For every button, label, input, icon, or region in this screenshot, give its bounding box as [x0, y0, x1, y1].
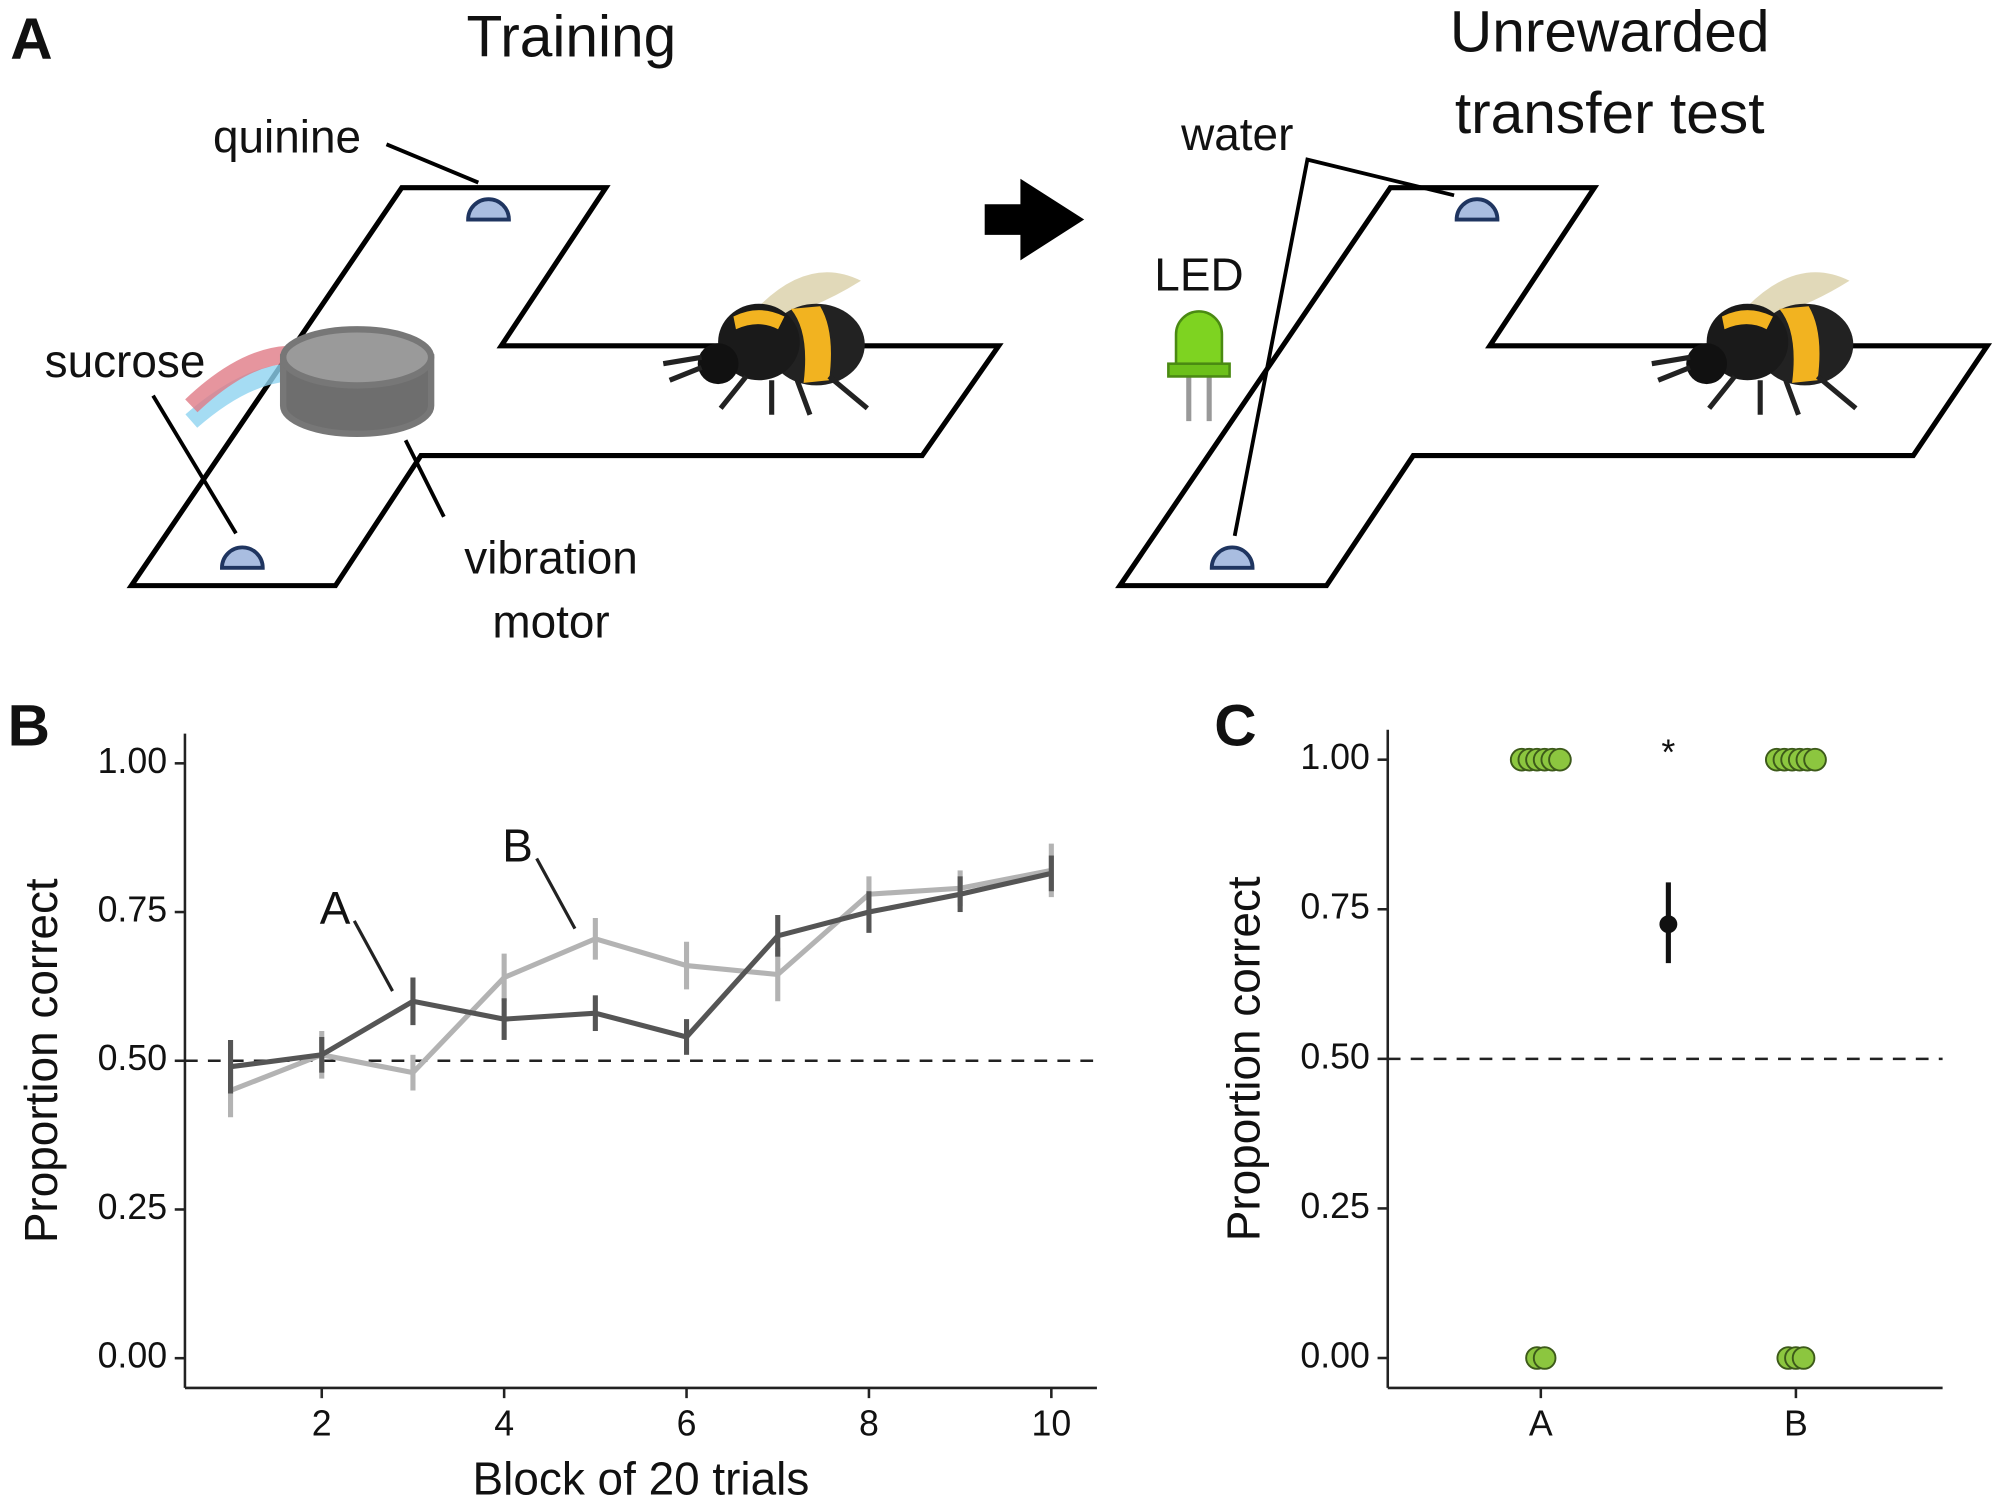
tube [185, 345, 288, 413]
panel-label: A [10, 7, 52, 72]
y-axis-label: Proportion correct [15, 878, 67, 1243]
y-tick-label: 1.00 [1300, 737, 1370, 777]
y-tick-label: 0.75 [98, 889, 168, 929]
series-label: A [320, 882, 351, 934]
series-line [229, 867, 1052, 1093]
series-label: B [502, 820, 533, 872]
data-point [1803, 747, 1827, 772]
training-title: Training [467, 4, 677, 69]
data-point [1532, 1346, 1557, 1370]
tube [185, 363, 289, 428]
panel-label: C [1214, 693, 1256, 758]
y-tick-label: 0.50 [1300, 1036, 1370, 1076]
label: sucrose [45, 335, 206, 387]
data-point [1791, 1346, 1816, 1370]
pointer [151, 394, 238, 535]
label: motor [492, 595, 609, 647]
y-tick-label: 1.00 [98, 741, 168, 781]
x-tick-label: 4 [494, 1404, 514, 1444]
x-tick-label: 10 [1031, 1404, 1071, 1444]
y-tick-label: 0.50 [98, 1038, 168, 1078]
bee [662, 272, 1858, 416]
x-tick-label: A [1529, 1404, 1553, 1444]
x-tick-label: 2 [312, 1404, 332, 1444]
x-tick-label: 8 [859, 1404, 879, 1444]
data-point [1548, 747, 1572, 772]
vibration-motor [279, 326, 435, 438]
feeders [220, 197, 1500, 570]
y-tick-label: 0.25 [98, 1187, 168, 1227]
leader-line [352, 920, 394, 992]
mean-point [1659, 915, 1678, 934]
x-tick-label: 6 [677, 1404, 697, 1444]
test-title: Unrewarded [1450, 0, 1770, 64]
x-axis-label: Block of 20 trials [473, 1452, 810, 1504]
leader-line [535, 857, 577, 930]
label: LED [1154, 248, 1243, 300]
label: vibration [464, 532, 638, 584]
label: quinine [213, 111, 361, 163]
annotation: * [1661, 733, 1675, 773]
arrow [984, 178, 1085, 261]
y-axis-label: Proportion correct [1218, 876, 1270, 1241]
test-title: transfer test [1455, 81, 1765, 146]
y-tick-label: 0.00 [1300, 1335, 1370, 1375]
label: water [1180, 108, 1293, 160]
pointer [403, 439, 446, 518]
y-tick-label: 0.25 [1300, 1186, 1370, 1226]
pointer [1232, 157, 1455, 537]
series-line [230, 870, 1052, 1070]
maze [1115, 185, 1993, 589]
y-tick-label: 0.75 [1300, 887, 1370, 927]
panel-label: B [8, 693, 50, 758]
y-tick-label: 0.00 [98, 1336, 168, 1376]
led-icon [1167, 310, 1231, 422]
pointer [385, 142, 480, 185]
maze [126, 185, 1004, 589]
x-tick-label: B [1784, 1404, 1808, 1444]
